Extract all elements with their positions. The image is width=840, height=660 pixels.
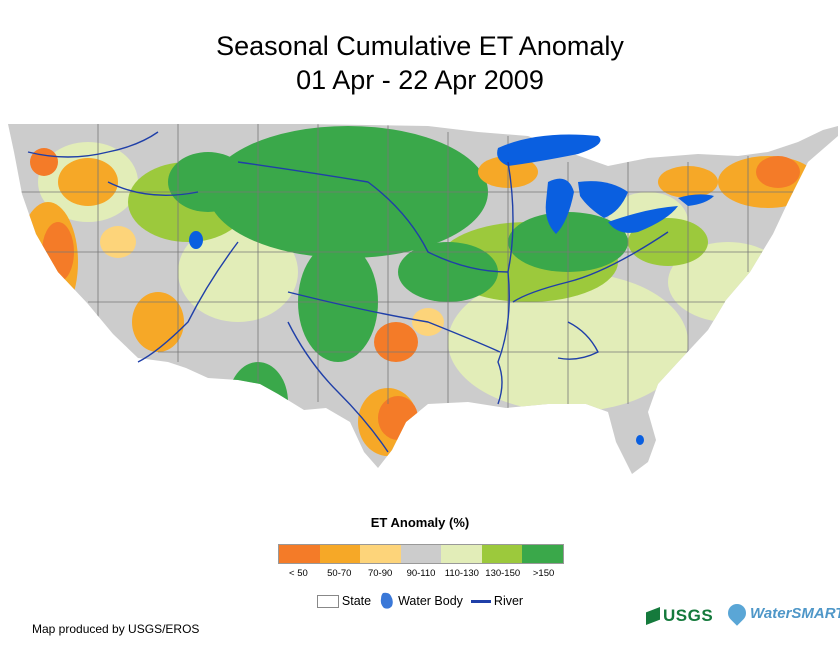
- symbol-river: River: [470, 594, 524, 608]
- tennessee-river: [557, 321, 599, 360]
- river-line-icon: [470, 599, 491, 603]
- arkansas-river: [287, 291, 501, 353]
- lake-erie: [608, 206, 678, 233]
- water-bodies: [189, 134, 714, 445]
- map-subtitle-date-range: 01 Apr - 22 Apr 2009: [296, 65, 544, 95]
- legend-color-scale: [278, 544, 564, 564]
- legend-swatch-70-90: [360, 545, 401, 563]
- legend-label: 90-110: [406, 568, 436, 579]
- lake-okeechobee: [636, 435, 644, 445]
- symbol-water-body: Water Body: [379, 592, 463, 610]
- symbol-river-label: River: [493, 594, 524, 608]
- water-drop-icon: [724, 600, 750, 626]
- lake-michigan: [545, 178, 574, 234]
- water-body-icon: [380, 592, 393, 609]
- legend-label: < 50: [289, 568, 308, 579]
- legend-swatch-130-150: [481, 545, 523, 563]
- symbol-legend: State Water Body River: [0, 592, 840, 610]
- legend-swatch-lt50: [279, 545, 320, 563]
- watersmart-logo-text: WaterSMART: [750, 604, 840, 622]
- legend-label: 130-150: [485, 568, 521, 579]
- great-salt-lake: [189, 231, 203, 249]
- usgs-logo-text: USGS: [663, 606, 714, 625]
- ohio-river: [512, 231, 669, 303]
- legend-label: 50-70: [327, 568, 352, 579]
- et-anomaly-map: [8, 124, 838, 474]
- lake-superior: [497, 134, 601, 166]
- legend-label: 70-90: [367, 568, 393, 579]
- missouri-river: [237, 161, 509, 273]
- symbol-state: State: [316, 594, 372, 608]
- map-credit: Map produced by USGS/EROS: [32, 622, 200, 636]
- legend-swatch-90-110: [400, 545, 442, 563]
- legend-scale-labels: < 50 50-70 70-90 90-110 110-130 130-150 …: [278, 568, 564, 579]
- legend-swatch-50-70: [319, 545, 361, 563]
- rivers: [27, 131, 669, 453]
- usgs-logo: USGS: [646, 606, 713, 626]
- snake-river: [107, 181, 199, 196]
- state-box-icon: [316, 594, 339, 608]
- lake-huron: [578, 181, 628, 218]
- state-boundaries: [8, 124, 838, 408]
- symbol-state-label: State: [341, 594, 372, 608]
- usgs-mark-icon: [646, 607, 660, 625]
- watersmart-logo: WaterSMART: [724, 600, 840, 626]
- legend-swatch-gt150: [522, 545, 564, 563]
- columbia-river: [27, 131, 159, 158]
- legend-label: 110-130: [444, 568, 479, 579]
- colorado-river: [137, 241, 239, 363]
- map-title: Seasonal Cumulative ET Anomaly: [216, 31, 624, 61]
- lake-ontario: [678, 194, 714, 206]
- legend-title: ET Anomaly (%): [370, 515, 470, 530]
- mississippi-river: [497, 161, 514, 405]
- rio-grande: [287, 321, 389, 453]
- symbol-water-body-label: Water Body: [398, 594, 463, 608]
- legend-swatch-110-130: [441, 545, 482, 563]
- legend-label: >150: [532, 568, 555, 579]
